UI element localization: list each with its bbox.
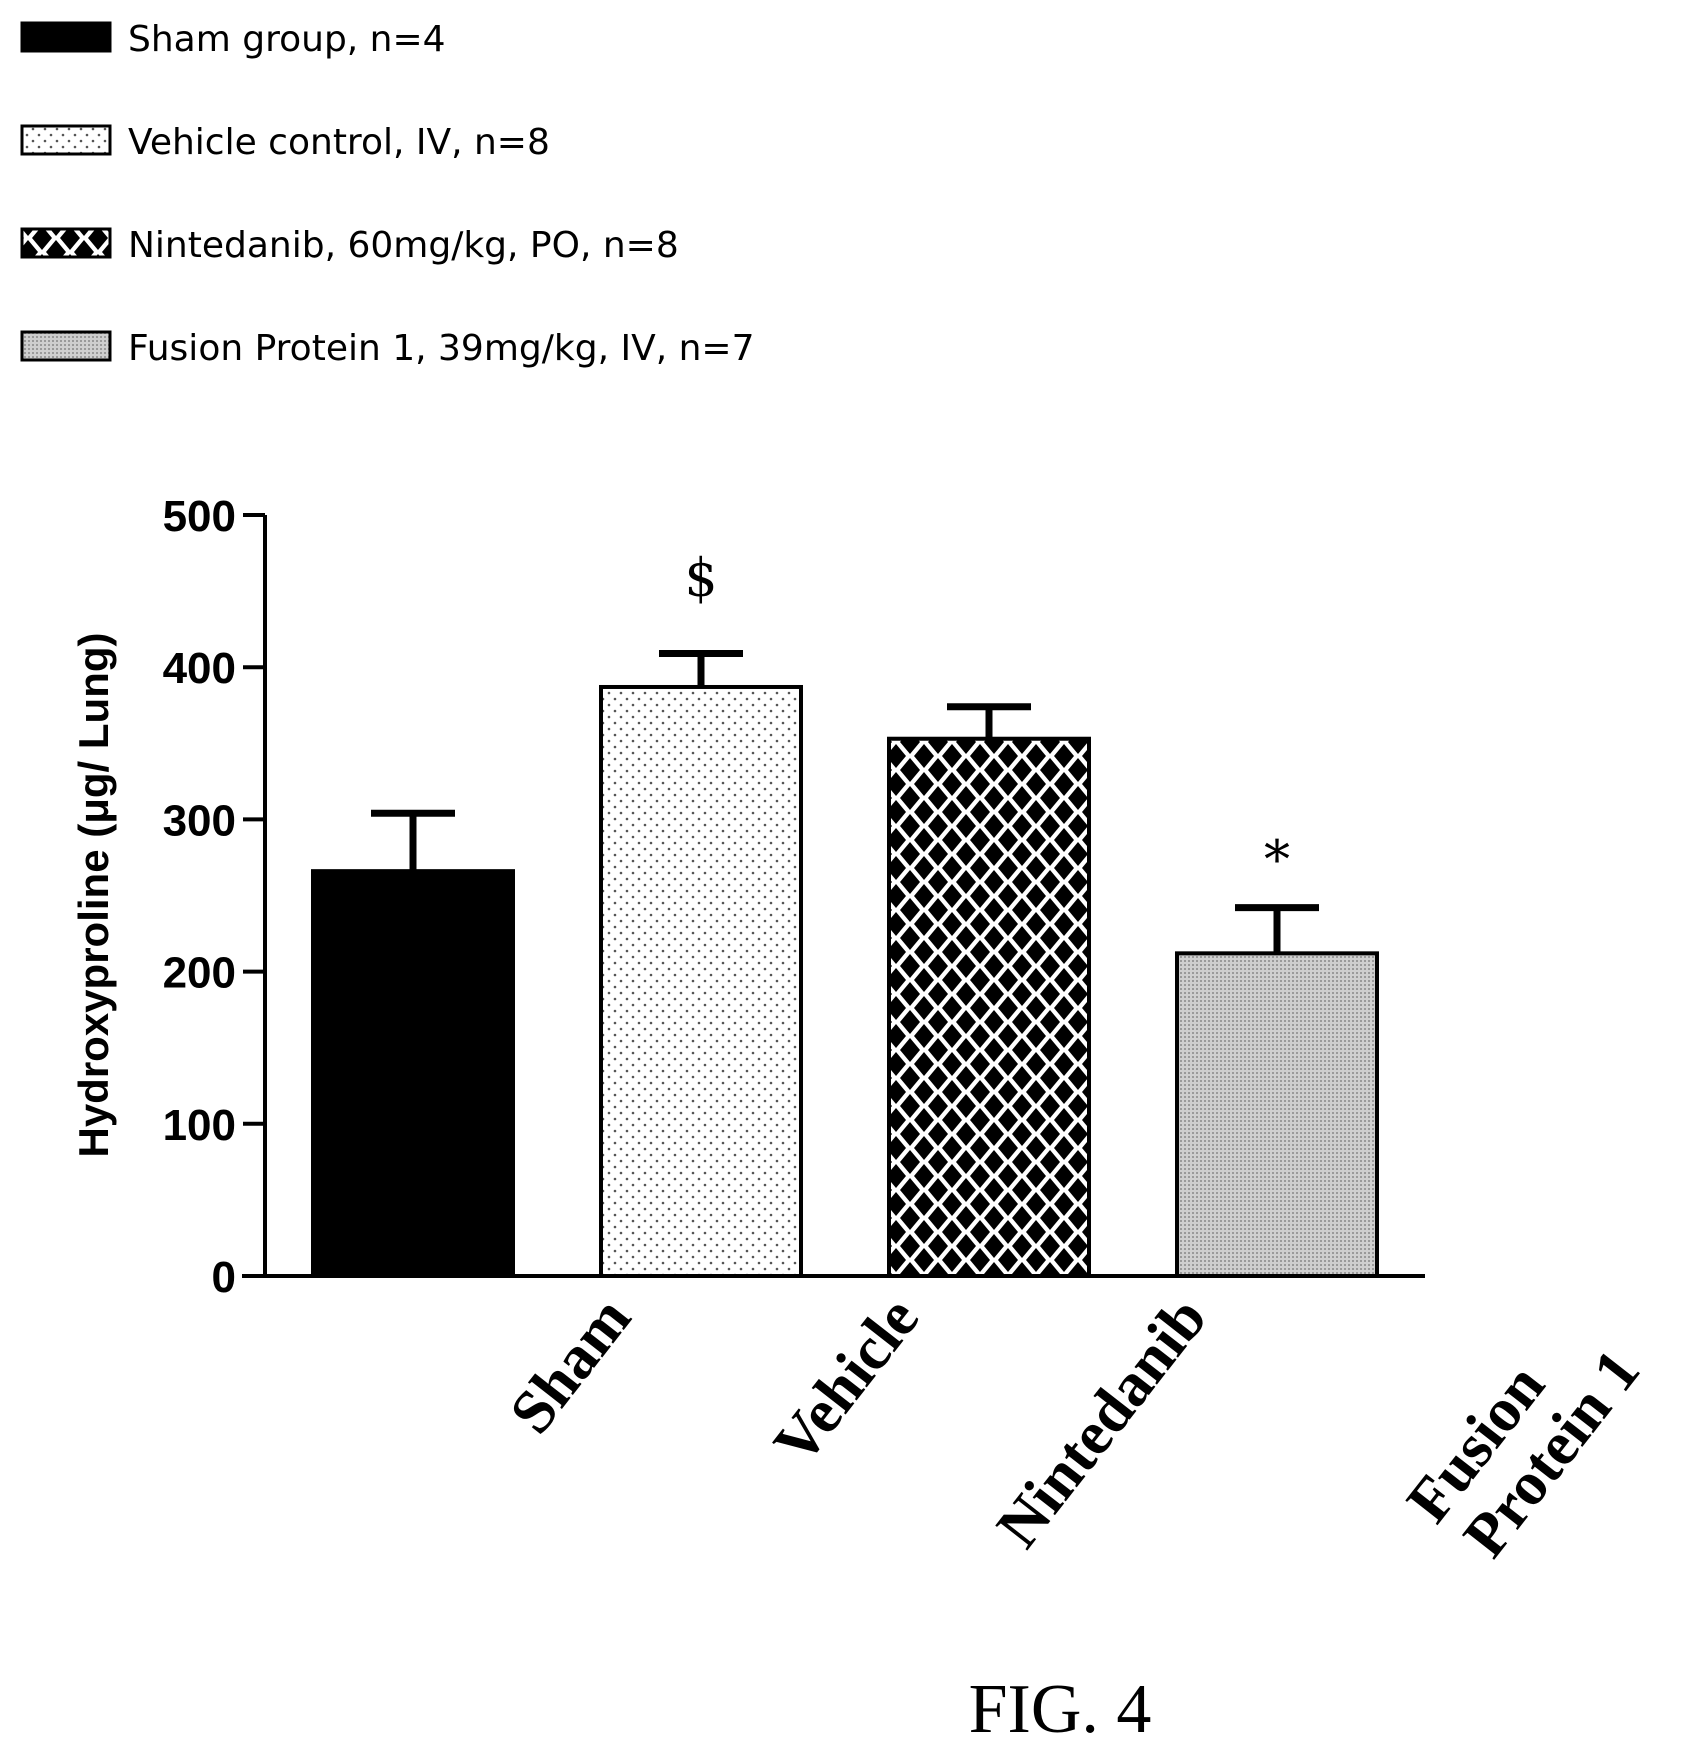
legend-swatch bbox=[20, 21, 112, 53]
x-category-label: Nintedanib bbox=[984, 1285, 1220, 1560]
significance-marker: * bbox=[1264, 831, 1290, 891]
bar bbox=[599, 684, 803, 1278]
legend-swatch bbox=[20, 124, 112, 156]
y-axis-label: Hydroxyproline (μg/ Lung) bbox=[70, 632, 117, 1157]
x-category-label-line: Vehicle bbox=[761, 1285, 932, 1477]
plot-area: 0 100 200 300 400 500 Hydroxyproline (μg/ Lung… bbox=[70, 492, 1653, 1576]
y-tick-label: 500 bbox=[163, 492, 236, 541]
legend-label: Vehicle control, IV, n=8 bbox=[128, 122, 550, 163]
x-category-label: Vehicle bbox=[761, 1285, 932, 1477]
x-category-label-line: Nintedanib bbox=[984, 1285, 1220, 1560]
significance-marker: $ bbox=[684, 549, 717, 609]
x-category-label: Sham bbox=[497, 1285, 644, 1446]
legend-swatch bbox=[20, 227, 112, 259]
bar bbox=[887, 736, 1091, 1278]
legend-swatch bbox=[20, 330, 112, 362]
bar bbox=[1175, 951, 1379, 1278]
figure-label: FIG. 4 bbox=[969, 1671, 1152, 1744]
y-tick-label: 100 bbox=[163, 1101, 236, 1150]
legend-label: Fusion Protein 1, 39mg/kg, IV, n=7 bbox=[128, 328, 754, 369]
legend-label: Nintedanib, 60mg/kg, PO, n=8 bbox=[128, 225, 679, 266]
legend-label: Sham group, n=4 bbox=[128, 19, 446, 60]
y-tick-label: 0 bbox=[212, 1253, 236, 1302]
legend: Sham group, n=4 Vehicle control, IV, n=8 N… bbox=[20, 19, 754, 369]
y-tick-label: 400 bbox=[163, 644, 236, 693]
y-tick-label: 200 bbox=[163, 949, 236, 998]
y-tick-label: 300 bbox=[163, 796, 236, 845]
bar bbox=[311, 869, 515, 1278]
x-category-label-line: Sham bbox=[497, 1285, 644, 1446]
x-category-label: FusionProtein 1 bbox=[1394, 1297, 1653, 1576]
